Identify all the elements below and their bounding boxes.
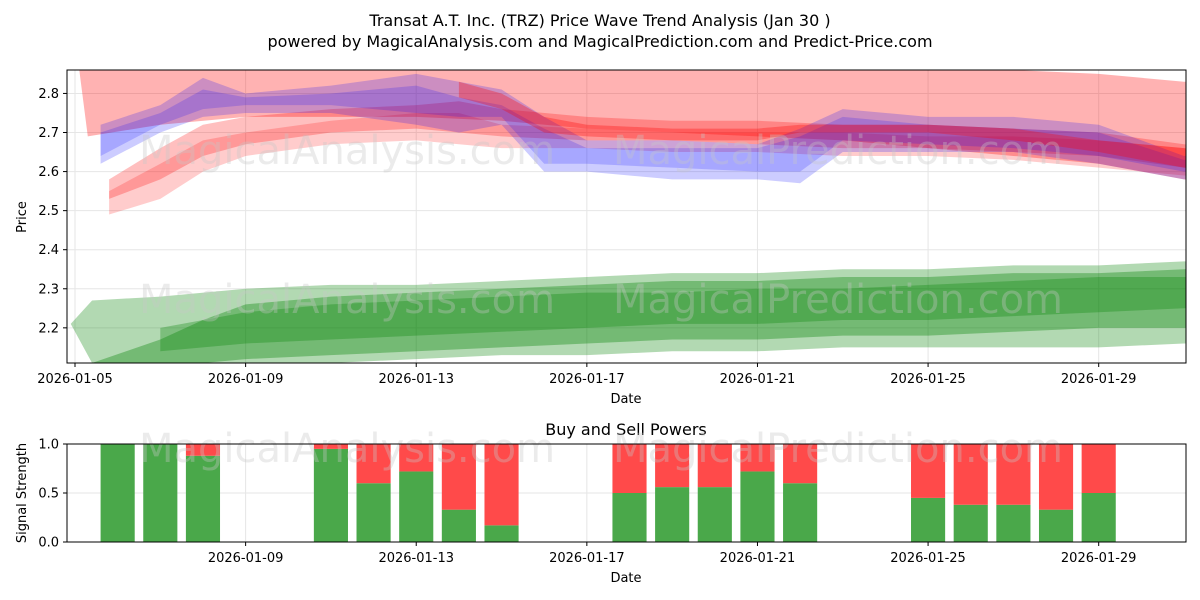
price-x-tick-0: 2026-01-05 [37, 372, 113, 387]
red-band-1 [109, 101, 1186, 199]
buy-sell-x-tick-4: 2026-01-25 [890, 551, 966, 566]
blue-band-1 [100, 73, 1186, 184]
buy-sell-bars [100, 444, 1116, 542]
buy-bar-2026-01-25 [911, 497, 946, 542]
price-y-label: Price [15, 201, 30, 233]
buy-bar-2026-01-13 [399, 471, 434, 542]
price-y-tick-3: 2.5 [38, 204, 59, 219]
price-x-tick-2: 2026-01-13 [378, 372, 454, 387]
sell-bar-2026-01-25 [911, 444, 946, 498]
chart-title-line2: powered by MagicalAnalysis.com and Magic… [267, 32, 932, 51]
sell-bar-2026-01-22 [783, 444, 818, 484]
sell-bar-2026-01-29 [1081, 444, 1116, 493]
sell-bar-2026-01-19 [655, 444, 690, 488]
green-band-wide [70, 261, 1186, 363]
watermark-right: MagicalPrediction.com [613, 128, 1063, 174]
watermark-bottom-left: MagicalAnalysis.com [139, 426, 555, 472]
price-y-tick-1: 2.3 [38, 282, 59, 297]
red-band-3 [458, 81, 1186, 168]
buy-sell-y-tick-0: 0.0 [38, 536, 59, 551]
buy-bar-2026-01-06 [100, 444, 135, 542]
buy-bar-2026-01-20 [697, 487, 732, 542]
buy-bar-2026-01-28 [1038, 509, 1074, 542]
buy-bar-2026-01-12 [356, 483, 391, 542]
price-x-tick-1: 2026-01-09 [208, 372, 284, 387]
watermark-left: MagicalAnalysis.com [139, 128, 555, 174]
sell-bar-2026-01-27 [996, 444, 1031, 505]
sell-bar-2026-01-08 [185, 444, 221, 456]
buy-bar-2026-01-14 [441, 509, 476, 542]
sell-bar-2026-01-12 [356, 444, 391, 484]
price-y-tick-5: 2.7 [38, 126, 59, 141]
buy-bar-2026-01-07 [143, 444, 178, 542]
sell-bar-2026-01-18 [612, 444, 647, 493]
buy-bar-2026-01-21 [740, 471, 775, 542]
price-wave-chart: MagicalAnalysis.com MagicalPrediction.co… [15, 69, 1187, 407]
red-band-2 [109, 112, 1186, 215]
red-band-wide [79, 70, 1186, 180]
price-y-ticks: 2.2 2.3 2.4 2.5 2.6 2.7 2.8 [38, 87, 67, 336]
sell-bar-2026-01-14 [441, 444, 476, 510]
buy-bar-2026-01-22 [783, 483, 818, 542]
buy-bar-2026-01-19 [655, 487, 690, 542]
price-y-tick-0: 2.2 [38, 321, 59, 336]
price-y-tick-4: 2.6 [38, 165, 59, 180]
price-x-tick-4: 2026-01-21 [720, 372, 796, 387]
buy-sell-title: Buy and Sell Powers [545, 420, 707, 439]
blue-band-2 [100, 85, 1186, 172]
buy-sell-x-tick-2: 2026-01-17 [549, 551, 625, 566]
price-grid [67, 70, 1186, 363]
buy-sell-x-tick-1: 2026-01-13 [378, 551, 454, 566]
buy-sell-x-label: Date [610, 571, 641, 586]
price-x-label: Date [610, 392, 641, 407]
buy-bar-2026-01-18 [612, 493, 647, 542]
buy-sell-x-tick-3: 2026-01-21 [720, 551, 796, 566]
sell-bar-2026-01-26 [953, 444, 988, 505]
price-x-tick-3: 2026-01-17 [549, 372, 625, 387]
buy-bar-2026-01-11 [313, 448, 348, 542]
price-x-tick-6: 2026-01-29 [1061, 372, 1137, 387]
buy-sell-y-ticks: 0.0 0.5 1.0 [38, 438, 67, 551]
price-bands [70, 70, 1186, 363]
price-y-tick-2: 2.4 [38, 243, 59, 258]
watermark-bottom-right: MagicalPrediction.com [613, 426, 1063, 472]
buy-sell-x-ticks: 2026-01-09 2026-01-13 2026-01-17 2026-01-21… [208, 542, 1137, 566]
chart-title-line1: Transat A.T. Inc. (TRZ) Price Wave Trend… [368, 11, 830, 30]
buy-sell-x-tick-5: 2026-01-29 [1061, 551, 1137, 566]
buy-sell-y-tick-1: 0.5 [38, 487, 59, 502]
sell-bar-2026-01-20 [697, 444, 732, 488]
sell-bar-2026-01-21 [740, 444, 775, 472]
price-x-ticks: 2026-01-05 2026-01-09 2026-01-13 2026-01-17… [37, 363, 1136, 387]
watermark-right-2: MagicalPrediction.com [613, 277, 1063, 323]
buy-bar-2026-01-26 [953, 504, 988, 542]
sell-bar-2026-01-11 [313, 444, 348, 449]
green-band-1 [92, 269, 1186, 363]
buy-sell-chart: Buy and Sell Powers MagicalAnalysis.com … [15, 420, 1187, 586]
price-x-tick-5: 2026-01-25 [890, 372, 966, 387]
sell-bar-2026-01-15 [484, 444, 519, 526]
price-y-tick-6: 2.8 [38, 87, 59, 102]
buy-bar-2026-01-15 [484, 525, 519, 542]
sell-bar-2026-01-13 [399, 444, 434, 472]
price-plot-frame [66, 69, 1187, 364]
buy-sell-y-tick-2: 1.0 [38, 438, 59, 453]
sell-bar-2026-01-28 [1038, 444, 1074, 510]
green-band-2 [160, 277, 1186, 352]
buy-bar-2026-01-27 [996, 504, 1031, 542]
buy-bar-2026-01-29 [1081, 493, 1116, 542]
buy-bar-2026-01-08 [185, 455, 221, 542]
buy-sell-y-label: Signal Strength [15, 443, 30, 543]
buy-sell-x-tick-0: 2026-01-09 [208, 551, 284, 566]
watermark-left-2: MagicalAnalysis.com [139, 277, 555, 323]
